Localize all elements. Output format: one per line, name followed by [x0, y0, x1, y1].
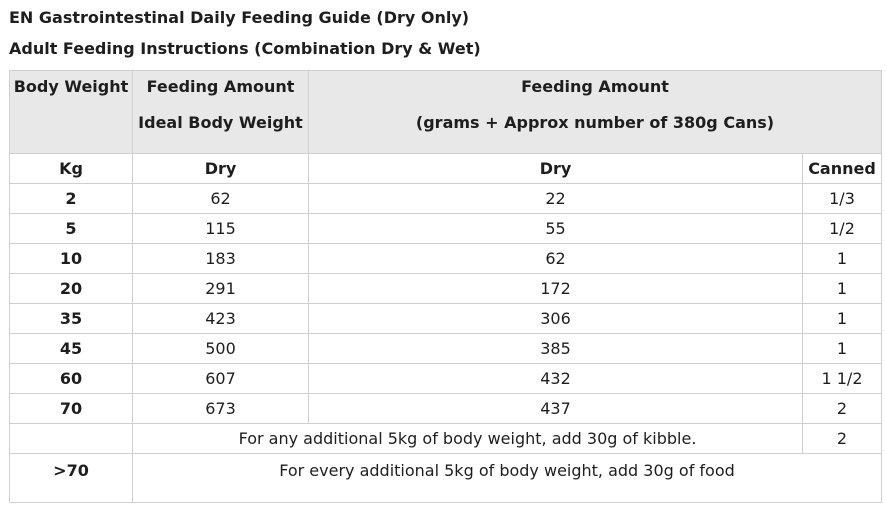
- cell-dry-combo: 385: [308, 333, 803, 364]
- table-header-row: Body Weight Feeding Amount Ideal Body We…: [9, 70, 882, 154]
- table-row: 45 500 385 1: [9, 333, 882, 364]
- cell-canned: 2: [802, 423, 882, 454]
- header-body-weight: Body Weight: [9, 70, 133, 154]
- cell-canned: 1/2: [802, 213, 882, 244]
- table-row: 2 62 22 1/3: [9, 183, 882, 214]
- cell-weight: 45: [9, 333, 133, 364]
- cell-canned: 1: [802, 333, 882, 364]
- subheader-dry-combo: Dry: [308, 153, 803, 184]
- cell-dry-combo: 432: [308, 363, 803, 394]
- cell-canned: 1: [802, 303, 882, 334]
- cell-note: For any additional 5kg of body weight, a…: [132, 423, 803, 454]
- cell-dry-combo: 306: [308, 303, 803, 334]
- cell-canned: 1 1/2: [802, 363, 882, 394]
- subheader-canned: Canned: [802, 153, 882, 184]
- cell-weight: [9, 423, 133, 454]
- cell-dry-only: 62: [132, 183, 309, 214]
- table-subheader-row: Kg Dry Dry Canned: [9, 153, 882, 184]
- table-row: 70 673 437 2: [9, 393, 882, 424]
- cell-canned: 1: [802, 273, 882, 304]
- guide-title: EN Gastrointestinal Daily Feeding Guide …: [9, 8, 470, 27]
- cell-dry-combo: 55: [308, 213, 803, 244]
- subheader-kg: Kg: [9, 153, 133, 184]
- cell-dry-combo: 172: [308, 273, 803, 304]
- cell-weight: 70: [9, 393, 133, 424]
- table-row: 5 115 55 1/2: [9, 213, 882, 244]
- cell-dry-only: 291: [132, 273, 309, 304]
- subheader-dry-only: Dry: [132, 153, 309, 184]
- header-feeding-amount-combo: Feeding Amount (grams + Approx number of…: [308, 70, 882, 154]
- cell-dry-combo: 62: [308, 243, 803, 274]
- table-row: 20 291 172 1: [9, 273, 882, 304]
- cell-weight: 2: [9, 183, 133, 214]
- table-row: 35 423 306 1: [9, 303, 882, 334]
- table-row: 10 183 62 1: [9, 243, 882, 274]
- cell-weight: 20: [9, 273, 133, 304]
- cell-weight: 35: [9, 303, 133, 334]
- cell-dry-only: 607: [132, 363, 309, 394]
- cell-note: For every additional 5kg of body weight,…: [132, 453, 882, 503]
- table-row-over-70: >70 For every additional 5kg of body wei…: [9, 453, 882, 503]
- cell-canned: 1: [802, 243, 882, 274]
- cell-weight: >70: [9, 453, 133, 503]
- cell-dry-only: 423: [132, 303, 309, 334]
- cell-dry-only: 183: [132, 243, 309, 274]
- cell-dry-combo: 22: [308, 183, 803, 214]
- cell-dry-only: 673: [132, 393, 309, 424]
- cell-dry-only: 500: [132, 333, 309, 364]
- feeding-table: Body Weight Feeding Amount Ideal Body We…: [9, 70, 882, 503]
- cell-weight: 60: [9, 363, 133, 394]
- cell-dry-combo: 437: [308, 393, 803, 424]
- table-row-note: For any additional 5kg of body weight, a…: [9, 423, 882, 454]
- cell-canned: 2: [802, 393, 882, 424]
- cell-dry-only: 115: [132, 213, 309, 244]
- table-row: 60 607 432 1 1/2: [9, 363, 882, 394]
- cell-weight: 10: [9, 243, 133, 274]
- cell-weight: 5: [9, 213, 133, 244]
- header-feeding-amount-ideal: Feeding Amount Ideal Body Weight: [132, 70, 309, 154]
- cell-canned: 1/3: [802, 183, 882, 214]
- guide-subtitle: Adult Feeding Instructions (Combination …: [9, 39, 481, 58]
